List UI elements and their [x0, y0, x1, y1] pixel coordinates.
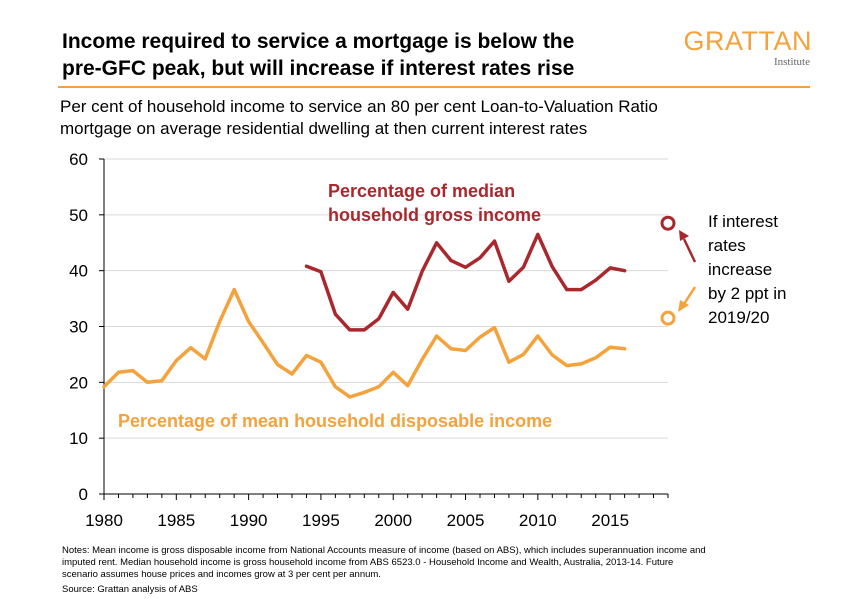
y-tick-label-20: 20	[69, 373, 88, 392]
future-point-median	[660, 215, 676, 231]
arrow-to-median-point	[682, 238, 697, 263]
x-tick-label-1980: 1980	[85, 511, 123, 530]
y-tick-label-30: 30	[69, 318, 88, 337]
series-lines	[102, 232, 627, 399]
chart-title: Income required to service a mortgage is…	[62, 28, 662, 82]
grattan-logo: GRATTAN Institute	[672, 26, 812, 68]
x-tick-label-2015: 2015	[591, 511, 629, 530]
x-tick-label-2005: 2005	[447, 511, 485, 530]
arrowhead-median	[679, 230, 689, 241]
mean-income-series-line	[102, 287, 627, 399]
median-series-label-line-2: household gross income	[328, 205, 541, 225]
median-series-label-line-1: Percentage of median	[328, 181, 515, 201]
title-line-2: pre-GFC peak, but will increase if inter…	[62, 57, 575, 80]
annotation-line-3: increase	[708, 260, 772, 279]
logo-subtext: Institute	[773, 56, 810, 68]
notes-line-3: scenario assumes house prices and income…	[62, 569, 381, 580]
notes-line-1: Notes: Mean income is gross disposable i…	[62, 545, 706, 556]
x-tick-label-1985: 1985	[157, 511, 195, 530]
y-tick-label-60: 60	[69, 150, 88, 169]
chart-notes: Notes: Mean income is gross disposable i…	[62, 545, 822, 581]
y-axis: 0 10 20 30 40 50 60	[69, 150, 105, 504]
chart-source: Source: Grattan analysis of ABS	[62, 584, 198, 595]
x-tick-label-1995: 1995	[302, 511, 340, 530]
y-tick-label-0: 0	[79, 485, 88, 504]
future-point-mean	[660, 310, 676, 326]
future-points	[660, 215, 676, 326]
annotation-line-4: by 2 ppt in	[708, 284, 786, 303]
annotation-line-2: rates	[708, 236, 746, 255]
x-tick-label-1990: 1990	[230, 511, 268, 530]
x-tick-label-2010: 2010	[519, 511, 557, 530]
y-tick-label-40: 40	[69, 262, 88, 281]
annotation-line-1: If interest	[708, 212, 778, 231]
mean-series-label: Percentage of mean household disposable …	[118, 411, 552, 431]
subtitle-line-1: Per cent of household income to service …	[60, 97, 658, 116]
arrow-to-mean-point	[682, 286, 697, 305]
median-income-series-line	[304, 232, 627, 332]
logo-wordmark: GRATTAN	[683, 26, 812, 56]
title-line-1: Income required to service a mortgage is…	[62, 30, 575, 53]
arrowhead-mean	[678, 300, 689, 312]
x-axis: 1980 1985 1990 1995 2000 2005 2010 2015	[85, 493, 669, 530]
annotation-line-5: 2019/20	[708, 308, 769, 327]
notes-line-2: imputed rent. Median household income is…	[62, 557, 674, 568]
subtitle-line-2: mortgage on average residential dwelling…	[60, 119, 588, 138]
chart-subtitle: Per cent of household income to service …	[60, 96, 800, 140]
y-tick-label-10: 10	[69, 429, 88, 448]
series-labels: Percentage of median household gross inc…	[118, 181, 552, 431]
header-rule	[58, 86, 810, 88]
x-tick-label-2000: 2000	[374, 511, 412, 530]
interest-rate-annotation: If interest rates increase by 2 ppt in 2019/…	[678, 212, 786, 327]
gridlines	[104, 158, 668, 439]
y-tick-label-50: 50	[69, 206, 88, 225]
